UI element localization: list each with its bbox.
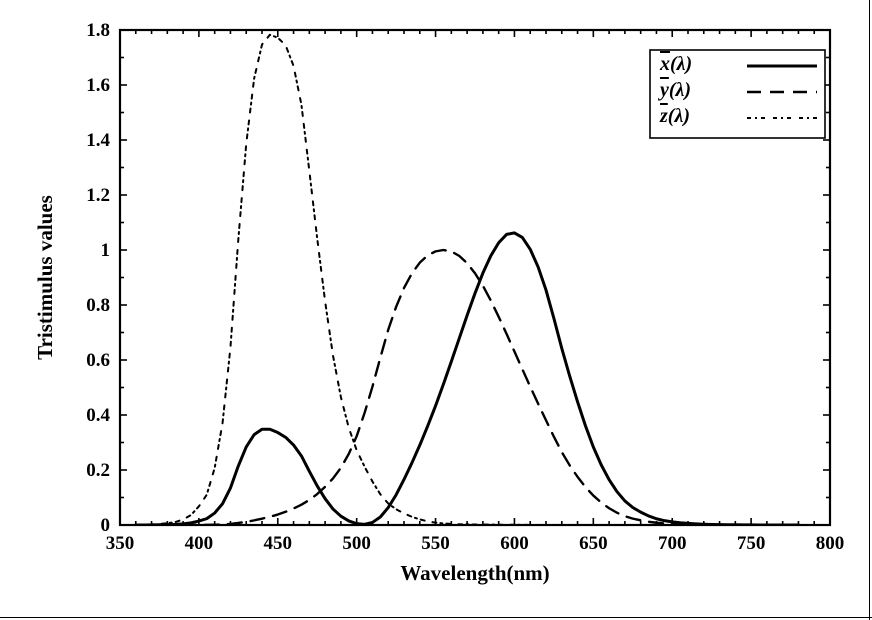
x-tick-label: 400: [185, 533, 214, 554]
x-tick-label: 550: [421, 533, 450, 554]
y-tick-label: 1.4: [86, 130, 110, 151]
y-tick-label: 0.4: [86, 405, 110, 426]
x-tick-label: 600: [500, 533, 529, 554]
y-tick-label: 1.8: [86, 20, 110, 41]
x-axis-label: Wavelength(nm): [400, 561, 549, 585]
x-tick-label: 500: [342, 533, 371, 554]
y-tick-label: 0: [101, 515, 111, 536]
y-axis-label: Tristimulus values: [33, 195, 57, 360]
x-tick-label: 750: [737, 533, 766, 554]
x-tick-label: 700: [658, 533, 687, 554]
y-tick-label: 0.8: [86, 295, 110, 316]
y-tick-label: 1.6: [86, 75, 110, 96]
chart-container: 350 400 450 500 550 600 650 700 750 800 0 0.2 0.4 0.6…: [0, 0, 872, 620]
x-tick-label: 800: [816, 533, 845, 554]
y-tick-label: 1: [101, 240, 111, 261]
y-tick-label: 0.2: [86, 460, 110, 481]
y-tick-label: 1.2: [86, 185, 110, 206]
tristimulus-chart: 350 400 450 500 550 600 650 700 750 800 0 0.2 0.4 0.6…: [0, 0, 872, 620]
legend-label-zbar: z(λ): [659, 105, 690, 127]
legend-label-ybar: y(λ): [658, 79, 691, 101]
y-tick-label: 0.6: [86, 350, 110, 371]
x-tick-label: 350: [106, 533, 135, 554]
x-tick-label: 650: [579, 533, 608, 554]
x-tick-label: 450: [264, 533, 293, 554]
legend-label-xbar: x(λ): [659, 53, 692, 75]
page-bottom-border: [0, 617, 872, 618]
page-right-border: [869, 0, 870, 620]
